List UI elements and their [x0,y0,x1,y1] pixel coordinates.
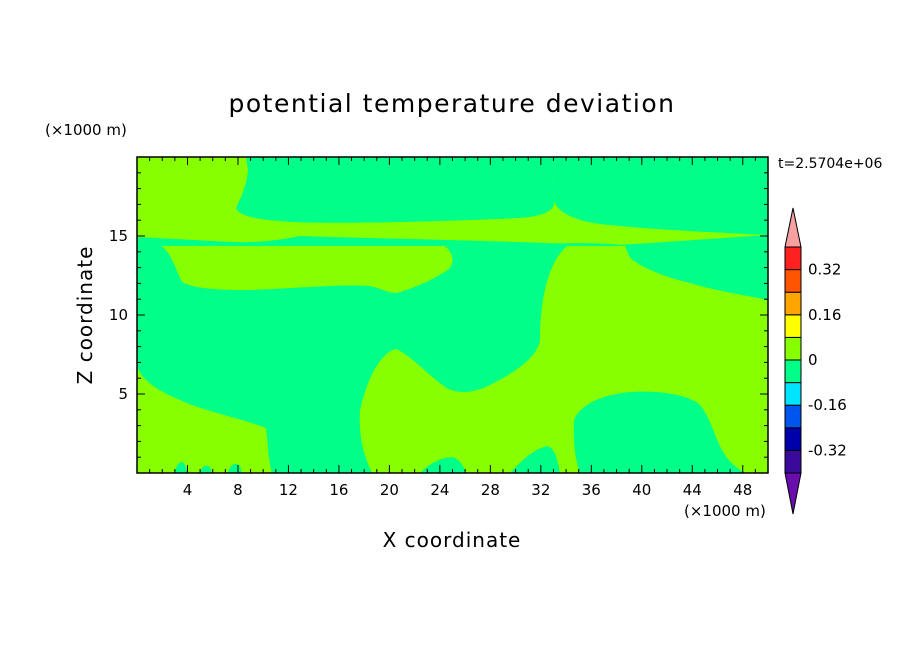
colorbar-band [784,314,802,338]
field-negative-region-upper [236,157,558,223]
x-tick-label: 48 [733,481,752,499]
colorbar-band [784,291,802,316]
x-tick-label: 32 [531,481,550,499]
colorbar-label: -0.16 [808,396,847,414]
x-tick-label: 20 [380,481,399,499]
y-tick-label: 5 [118,385,128,403]
colorbar-band [784,449,802,474]
colorbar-band [784,336,802,361]
y-tick-label: 10 [109,306,128,324]
colorbar-label: 0.32 [808,261,841,279]
colorbar: 0.32 0.16 0 -0.16 -0.32 [784,207,847,515]
x-axis-title: X coordinate [383,528,522,552]
x-tick-label: 24 [430,481,449,499]
x-tick-label: 44 [683,481,702,499]
colorbar-band [784,382,802,406]
x-tick-label: 4 [183,481,193,499]
colorbar-label: 0.16 [808,306,841,324]
y-axis-title: Z coordinate [73,246,97,385]
x-tick-label: 40 [632,481,651,499]
field-positive-tongue [162,246,453,293]
x-tick-label: 12 [279,481,298,499]
field-negative-blob-lower-right [573,391,745,473]
y-tick-label: 15 [109,227,128,245]
x-tick-label: 16 [329,481,348,499]
x-tick-label: 36 [582,481,601,499]
colorbar-band [784,404,802,429]
x-axis-ticks: 4 8 12 16 20 24 28 32 36 40 44 48 [149,157,756,499]
x-tick-label: 28 [481,481,500,499]
field-negative-region-main [137,235,768,473]
x-tick-label: 8 [233,481,243,499]
plot-area [137,157,768,473]
time-label: t=2.5704e+06 [778,156,882,172]
colorbar-label: 0 [808,351,818,369]
colorbar-band [784,359,802,384]
x-unit-label: (×1000 m) [684,502,766,520]
colorbar-label: -0.32 [808,441,847,459]
colorbar-band [784,427,802,451]
field-negative-band-right [551,157,768,235]
colorbar-band [784,269,802,293]
colorbar-overflow-triangle [784,207,802,248]
colorbar-underflow-triangle [784,472,802,515]
y-unit-label: (×1000 m) [45,121,127,139]
y-axis-ticks: 5 10 15 [109,172,768,458]
field-negative-spots-bottom [175,446,560,473]
colorbar-band [784,246,802,271]
chart-title: potential temperature deviation [229,89,676,118]
